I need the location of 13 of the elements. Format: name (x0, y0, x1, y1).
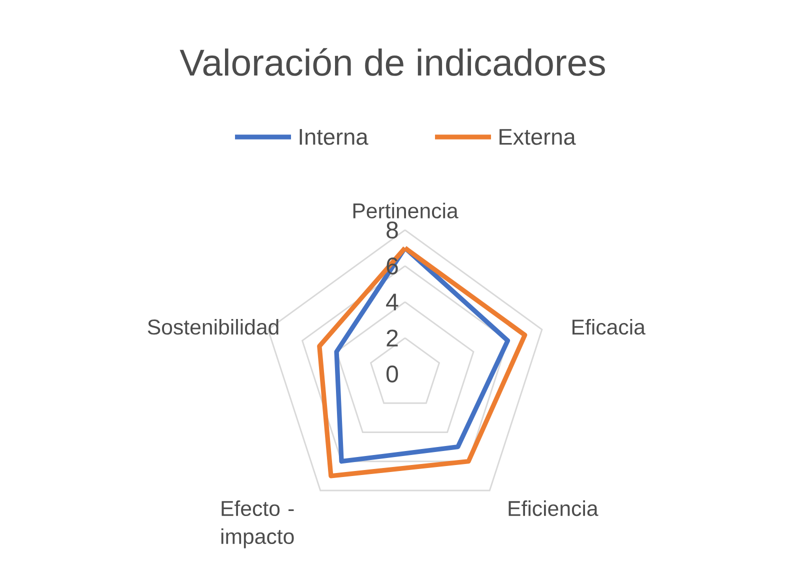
legend-label: Interna (300, 129, 368, 145)
spoke-label: Sostenibilidad (148, 318, 278, 335)
y-tick-label: 8 (386, 221, 398, 238)
legend-label: Externa (500, 129, 576, 145)
chart-title: Valoración de indicadores (180, 48, 605, 76)
y-tick-label: 6 (386, 257, 398, 274)
spoke-label: Efecto - impacto (221, 500, 294, 548)
y-tick-label: 2 (386, 330, 398, 346)
y-tick-label: 4 (386, 294, 398, 310)
spoke-label: Eficacia (572, 318, 646, 335)
spoke-label: Pertinencia (353, 202, 458, 218)
spoke-label: Eficiencia (508, 500, 598, 516)
y-tick-label: 0 (386, 365, 398, 382)
